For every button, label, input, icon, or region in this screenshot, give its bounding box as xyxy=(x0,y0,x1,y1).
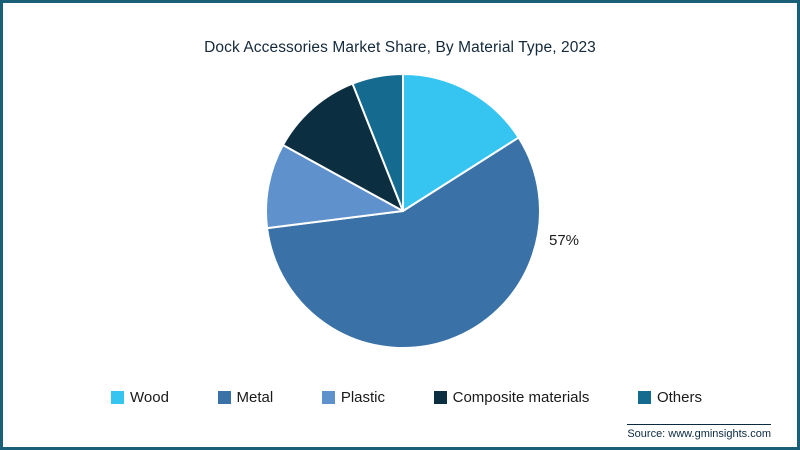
pie-slice-composite-materials xyxy=(281,82,404,212)
pie-slice-others xyxy=(351,73,404,212)
legend-swatch xyxy=(637,391,651,404)
legend-label: Others xyxy=(656,389,702,406)
chart-title: Dock Accessories Market Share, By Materi… xyxy=(204,39,596,56)
metal-slice-data-label: 57% xyxy=(549,232,580,249)
legend-label: Plastic xyxy=(340,389,386,406)
legend-item-others: Others xyxy=(637,389,702,406)
legend-label: Wood xyxy=(130,389,169,406)
legend-item-composite-materials: Composite materials xyxy=(433,389,590,406)
legend-item-plastic: Plastic xyxy=(321,389,386,406)
pie-slice-wood xyxy=(402,73,520,212)
legend-swatch xyxy=(217,391,231,404)
pie-slice-plastic xyxy=(265,144,404,230)
source-attribution: Source: www.gminsights.com xyxy=(627,424,771,440)
legend-item-metal: Metal xyxy=(217,389,274,406)
legend-swatch xyxy=(321,391,335,404)
legend-item-wood: Wood xyxy=(111,389,169,406)
pie-chart xyxy=(265,73,541,349)
pie-slice-metal xyxy=(266,136,541,349)
legend-swatch xyxy=(433,391,447,404)
legend-swatch xyxy=(111,391,124,404)
legend-label: Metal xyxy=(236,389,274,406)
legend: Wood Metal Plastic Composite materials Other… xyxy=(3,389,797,406)
legend-label: Composite materials xyxy=(452,389,590,406)
